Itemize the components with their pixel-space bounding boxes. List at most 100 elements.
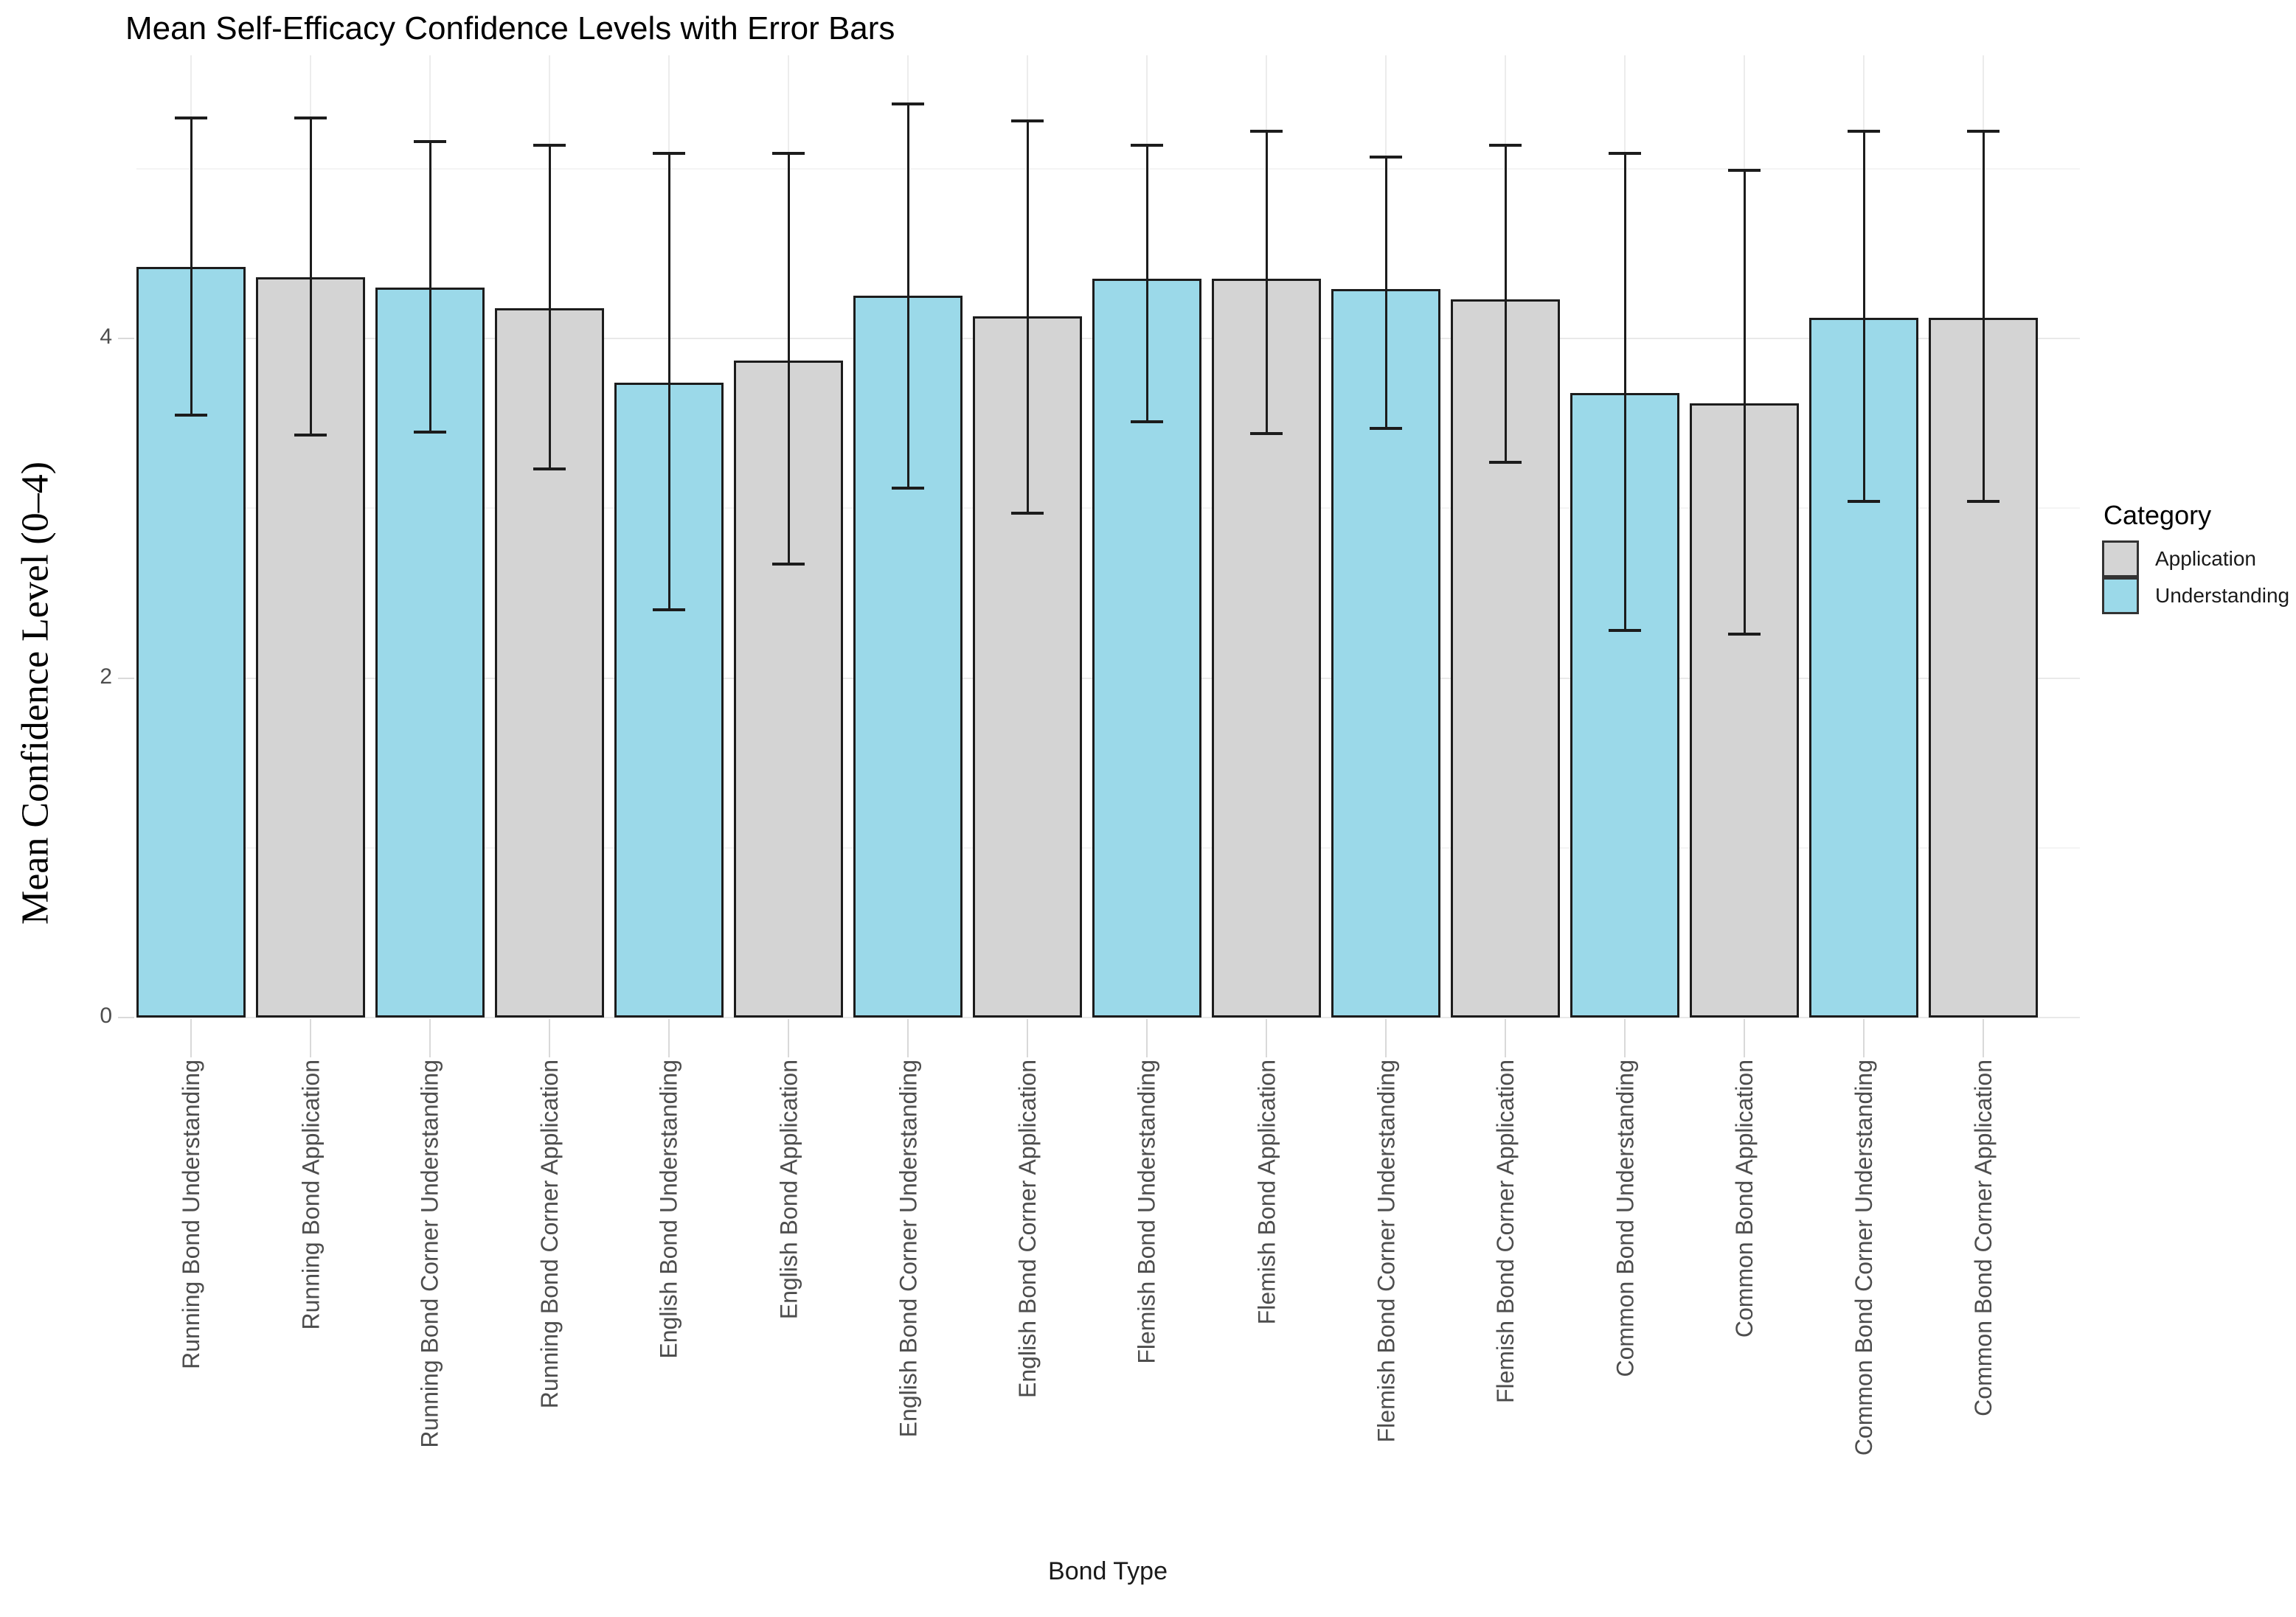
error-bar-cap-top xyxy=(653,152,685,156)
error-bar-line xyxy=(1384,156,1387,429)
x-tick-mark xyxy=(1266,1019,1267,1057)
x-tick-mark xyxy=(788,1019,789,1057)
error-bar-cap-bottom xyxy=(1011,512,1044,515)
x-tick-label-text: Flemish Bond Corner Application xyxy=(1492,1060,1519,1404)
y-tick-mark xyxy=(118,677,134,679)
error-bar-cap-bottom xyxy=(653,608,685,612)
bar-understanding xyxy=(853,296,963,1018)
error-bar-cap-top xyxy=(892,102,924,106)
y-axis-title: Mean Confidence Level (0–4) xyxy=(14,461,57,925)
error-bar-line xyxy=(1145,145,1148,422)
error-bar-cap-bottom xyxy=(533,467,566,471)
error-bar-line xyxy=(309,117,312,436)
y-tick-mark xyxy=(118,338,134,339)
x-tick-mark xyxy=(907,1019,909,1057)
x-tick-label-text: Running Bond Understanding xyxy=(178,1060,204,1369)
x-tick-mark xyxy=(1385,1019,1387,1057)
x-tick-label-text: English Bond Corner Understanding xyxy=(895,1060,921,1438)
x-tick-mark xyxy=(1744,1019,1745,1057)
plot-panel xyxy=(136,55,2080,1018)
x-tick-label-text: Common Bond Corner Understanding xyxy=(1851,1060,1877,1456)
x-tick-mark xyxy=(429,1019,431,1057)
error-bar-cap-bottom xyxy=(1131,420,1163,423)
error-bar-line xyxy=(1026,121,1029,514)
error-bar-cap-top xyxy=(414,139,446,143)
legend-title: Category xyxy=(2103,500,2212,530)
error-bar-cap-bottom xyxy=(1370,427,1402,431)
error-bar-line xyxy=(667,153,670,611)
error-bar-cap-top xyxy=(1489,143,1522,147)
error-bar-line xyxy=(1265,131,1268,434)
x-tick-mark xyxy=(310,1019,311,1057)
error-bar-cap-top xyxy=(772,152,805,156)
x-tick-label-text: Common Bond Corner Application xyxy=(1970,1060,1997,1416)
gridline-major xyxy=(136,1017,2080,1018)
error-bar-cap-top xyxy=(1848,130,1880,133)
legend-label-understanding: Understanding xyxy=(2155,584,2290,607)
error-bar-line xyxy=(1504,145,1507,463)
error-bar-cap-bottom xyxy=(1489,461,1522,465)
error-bar-line xyxy=(429,141,431,432)
error-bar-line xyxy=(1623,153,1626,631)
error-bar-cap-top xyxy=(294,116,327,119)
y-tick-mark xyxy=(118,1017,134,1018)
error-bar-cap-bottom xyxy=(414,430,446,434)
x-tick-label-text: Running Bond Application xyxy=(297,1060,324,1330)
legend-label-application: Application xyxy=(2155,547,2256,570)
error-bar-cap-top xyxy=(175,116,207,119)
error-bar-line xyxy=(1982,131,1985,502)
x-tick-label-text: Flemish Bond Application xyxy=(1253,1060,1280,1325)
x-tick-label-text: English Bond Application xyxy=(775,1060,802,1320)
y-tick-label: 4 xyxy=(100,324,112,349)
error-bar-cap-bottom xyxy=(772,563,805,566)
x-tick-mark xyxy=(1505,1019,1506,1057)
bar-application xyxy=(973,316,1082,1018)
error-bar-cap-top xyxy=(1131,143,1163,147)
error-bar-cap-top xyxy=(1011,119,1044,123)
error-bar-line xyxy=(787,153,790,565)
x-tick-label-text: Common Bond Understanding xyxy=(1612,1060,1638,1377)
y-tick-label: 0 xyxy=(100,1004,112,1028)
x-tick-label-text: Common Bond Application xyxy=(1731,1060,1758,1338)
error-bar-line xyxy=(1862,131,1865,502)
chart-title: Mean Self-Efficacy Confidence Levels wit… xyxy=(125,10,895,46)
error-bar-cap-top xyxy=(1609,152,1641,156)
error-bar-line xyxy=(190,117,193,415)
error-bar-cap-bottom xyxy=(1967,500,2000,504)
legend-swatch-application xyxy=(2102,540,2139,577)
x-tick-mark xyxy=(1624,1019,1626,1057)
x-tick-mark xyxy=(668,1019,670,1057)
error-bar-cap-top xyxy=(1728,169,1761,173)
x-tick-label-text: Flemish Bond Corner Understanding xyxy=(1373,1060,1399,1443)
error-bar-line xyxy=(906,104,909,488)
error-bar-cap-bottom xyxy=(1728,632,1761,636)
error-bar-line xyxy=(548,145,551,470)
error-bar-cap-top xyxy=(1967,130,2000,133)
x-tick-mark xyxy=(549,1019,550,1057)
x-tick-mark xyxy=(1027,1019,1028,1057)
x-tick-mark xyxy=(1983,1019,1984,1057)
error-bar-cap-bottom xyxy=(1609,629,1641,633)
x-tick-label-text: English Bond Understanding xyxy=(656,1060,682,1359)
x-tick-label-text: Running Bond Corner Understanding xyxy=(417,1060,443,1448)
x-tick-mark xyxy=(190,1019,192,1057)
x-tick-mark xyxy=(1146,1019,1148,1057)
x-tick-label-text: English Bond Corner Application xyxy=(1014,1060,1041,1398)
error-bar-cap-top xyxy=(1370,155,1402,159)
x-tick-label-text: Running Bond Corner Application xyxy=(536,1060,563,1409)
error-bar-cap-bottom xyxy=(892,486,924,490)
error-bar-cap-bottom xyxy=(1848,500,1880,504)
error-bar-cap-bottom xyxy=(294,434,327,437)
x-tick-mark xyxy=(1863,1019,1865,1057)
y-tick-label: 2 xyxy=(100,664,112,689)
legend-swatch-understanding xyxy=(2102,577,2139,614)
error-bar-cap-top xyxy=(1250,130,1283,133)
x-tick-label-text: Flemish Bond Understanding xyxy=(1134,1060,1160,1364)
error-bar-cap-top xyxy=(533,143,566,147)
error-bar-cap-bottom xyxy=(175,413,207,417)
gridline-minor xyxy=(136,167,2080,170)
error-bar-cap-bottom xyxy=(1250,431,1283,435)
error-bar-line xyxy=(1743,170,1746,634)
x-axis-title: Bond Type xyxy=(1048,1557,1168,1585)
